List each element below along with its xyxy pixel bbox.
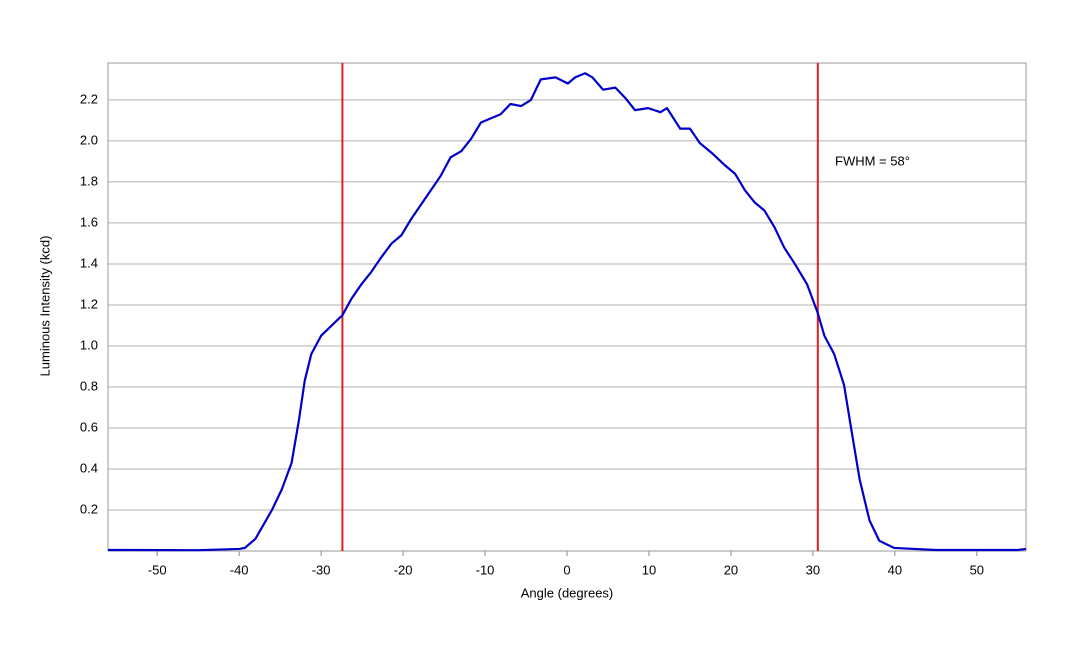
plot-frame (107, 62, 1027, 552)
x-tick-label: -50 (148, 562, 167, 577)
x-tick-label: -20 (394, 562, 413, 577)
data-line (107, 72, 1027, 552)
x-tick-label: 30 (806, 562, 820, 577)
x-tick-label: 40 (888, 562, 902, 577)
y-tick-label: 2.0 (80, 132, 98, 147)
y-tick-label: 0.6 (80, 419, 98, 434)
y-tick-label: 2.2 (80, 91, 98, 106)
x-tick-label: -10 (476, 562, 495, 577)
x-tick-label: 20 (724, 562, 738, 577)
y-tick-label: 1.2 (80, 296, 98, 311)
annotation: FWHM = 58° (835, 153, 910, 168)
y-tick-label: 1.4 (80, 255, 98, 270)
x-tick-label: 50 (970, 562, 984, 577)
y-tick-label: 0.8 (80, 378, 98, 393)
x-tick-label: -40 (230, 562, 249, 577)
x-tick-label: -30 (312, 562, 331, 577)
x-tick-label: 10 (642, 562, 656, 577)
y-tick-label: 1.8 (80, 173, 98, 188)
x-axis-title: Angle (degrees) (521, 585, 614, 600)
x-tick-label: 0 (563, 562, 570, 577)
y-tick-label: 0.4 (80, 460, 98, 475)
y-tick-label: 1.0 (80, 337, 98, 352)
y-tick-label: 1.6 (80, 214, 98, 229)
y-axis-title: Luminous Intensity (kcd) (37, 236, 52, 377)
y-tick-label: 0.2 (80, 501, 98, 516)
